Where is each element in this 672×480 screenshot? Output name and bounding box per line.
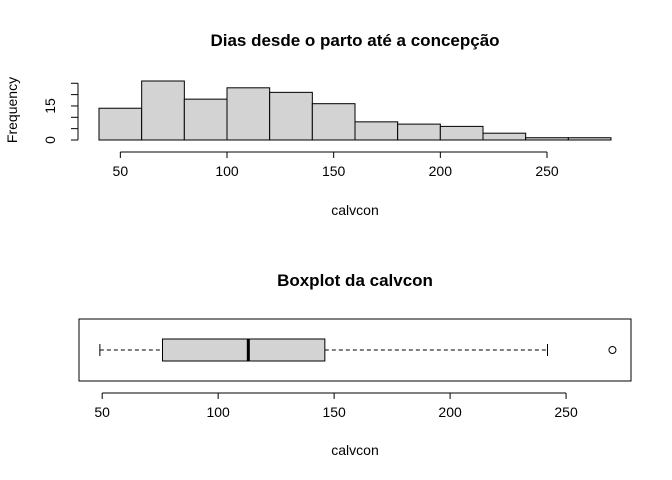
histogram-bar xyxy=(183,98,228,141)
histogram-panel: Dias desde o parto até a concepção calvc… xyxy=(4,31,612,218)
histogram-x-tick-label: 200 xyxy=(429,163,453,179)
boxplot-x-tick-label: 50 xyxy=(94,404,110,420)
histogram-bar xyxy=(567,137,612,141)
histogram-bar xyxy=(311,103,356,141)
histogram-y-tick-label: 15 xyxy=(42,98,58,114)
histogram-x-tick-label: 100 xyxy=(215,163,239,179)
boxplot-panel: Boxplot da calvcon calvcon 50 100 150 200 25… xyxy=(78,271,632,458)
boxplot-marks xyxy=(99,338,617,362)
histogram-bars xyxy=(98,80,612,141)
histogram-bar xyxy=(141,80,185,141)
histogram-bar xyxy=(525,137,569,141)
histogram-y-label: Frequency xyxy=(4,77,20,143)
histogram-x-label: calvcon xyxy=(331,202,378,218)
histogram-bar xyxy=(397,123,441,141)
histogram-y-tick-label: 0 xyxy=(42,136,58,144)
boxplot-outlier xyxy=(608,346,617,354)
histogram-x-tick-label: 150 xyxy=(322,163,346,179)
histogram-x-axis: 50 100 150 200 250 xyxy=(113,151,559,179)
histogram-bar xyxy=(98,107,143,141)
boxplot-x-tick-label: 250 xyxy=(554,404,578,420)
histogram-bar xyxy=(482,132,527,141)
boxplot-x-tick-label: 150 xyxy=(322,404,346,420)
boxplot-x-tick-label: 200 xyxy=(438,404,462,420)
histogram-bar xyxy=(354,121,399,141)
histogram-title: Dias desde o parto até a concepção xyxy=(210,31,499,50)
histogram-x-tick-label: 250 xyxy=(535,163,559,179)
histogram-bar xyxy=(439,125,484,141)
histogram-x-tick-label: 50 xyxy=(113,163,129,179)
boxplot-x-label: calvcon xyxy=(331,442,378,458)
histogram-bar xyxy=(269,91,313,141)
histogram-y-axis: 0 15 xyxy=(42,82,79,144)
boxplot-title: Boxplot da calvcon xyxy=(277,271,433,290)
histogram-bar xyxy=(226,87,271,141)
boxplot-box xyxy=(161,338,326,362)
boxplot-x-axis: 50 100 150 200 250 xyxy=(94,392,578,420)
boxplot-x-tick-label: 100 xyxy=(206,404,230,420)
boxplot-frame xyxy=(78,318,632,382)
